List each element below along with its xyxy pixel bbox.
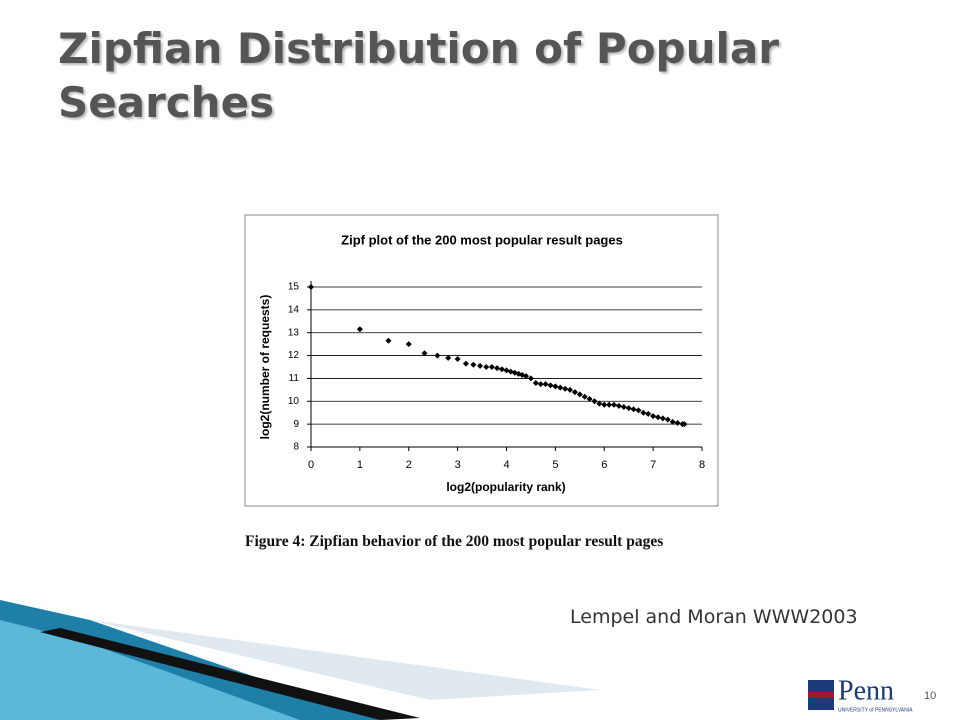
point: [591, 398, 598, 405]
swoosh-light: [90, 620, 600, 700]
citation: Lempel and Moran WWW2003: [570, 606, 858, 628]
point: [547, 382, 554, 389]
logo-subtitle: UNIVERSITY of PENNSYLVANIA: [838, 707, 913, 713]
point: [674, 420, 681, 426]
point: [581, 393, 588, 400]
point: [542, 381, 549, 388]
point: [664, 416, 671, 423]
point: [567, 386, 574, 393]
point: [655, 414, 662, 421]
point: [635, 407, 642, 414]
y-tick-label: 11: [289, 373, 300, 384]
point: [645, 410, 652, 417]
point: [385, 337, 392, 344]
point: [681, 421, 688, 428]
slide-title: Zipfian Distribution of Popular Searches: [58, 24, 779, 127]
x-tick-label: 7: [650, 459, 656, 471]
point: [462, 360, 469, 367]
point: [503, 367, 510, 374]
chart-title: Zipf plot of the 200 most popular result…: [341, 232, 623, 247]
point: [596, 400, 603, 407]
y-tick-label: 15: [288, 282, 300, 293]
point: [421, 350, 428, 357]
point: [669, 418, 676, 425]
y-tick-label: 14: [288, 304, 300, 315]
point: [620, 404, 627, 410]
point: [611, 401, 618, 408]
x-axis-label: log2(popularity rank): [446, 480, 565, 494]
point: [523, 373, 530, 380]
point: [640, 409, 647, 416]
point: [586, 396, 593, 402]
point: [470, 361, 477, 368]
point: [483, 364, 490, 370]
point: [445, 354, 452, 361]
x-tick-label: 8: [699, 459, 705, 471]
x-tick-label: 3: [455, 459, 461, 471]
page-number: 10: [924, 690, 937, 702]
point: [308, 284, 314, 290]
swoosh-edge: [40, 628, 420, 720]
point: [454, 356, 461, 362]
point: [434, 352, 441, 359]
point: [601, 401, 608, 408]
point: [527, 375, 534, 382]
x-tick-label: 0: [308, 459, 314, 471]
point: [477, 362, 484, 369]
point: [488, 364, 495, 370]
point: [571, 389, 578, 396]
point: [405, 341, 412, 348]
chart-frame: [244, 214, 719, 507]
point: [650, 413, 657, 420]
point: [625, 405, 632, 412]
point: [494, 365, 501, 372]
point: [630, 406, 637, 413]
point: [537, 381, 544, 388]
point: [659, 415, 666, 422]
x-tick-label: 5: [552, 459, 558, 471]
point: [606, 401, 613, 408]
y-tick-label: 9: [293, 419, 299, 430]
swoosh: [0, 620, 300, 720]
point: [615, 402, 622, 409]
y-tick-label: 10: [288, 396, 300, 407]
y-tick-label: 13: [288, 327, 300, 338]
x-tick-label: 6: [601, 459, 607, 471]
point: [576, 391, 583, 398]
logo-shield: [808, 692, 834, 698]
y-axis-label: log2(number of requests): [258, 295, 272, 440]
y-tick-label: 12: [288, 350, 300, 361]
x-tick-label: 2: [406, 459, 412, 471]
x-tick-label: 4: [503, 459, 509, 471]
point: [532, 380, 539, 386]
point: [356, 326, 363, 333]
point: [557, 384, 564, 391]
figure-caption: Figure 4: Zipfian behavior of the 200 mo…: [245, 533, 664, 550]
point: [552, 383, 559, 390]
point: [498, 366, 505, 373]
point: [562, 385, 569, 392]
logo-text: Penn: [838, 675, 894, 706]
x-tick-label: 1: [357, 459, 363, 471]
y-tick-label: 8: [293, 442, 299, 453]
